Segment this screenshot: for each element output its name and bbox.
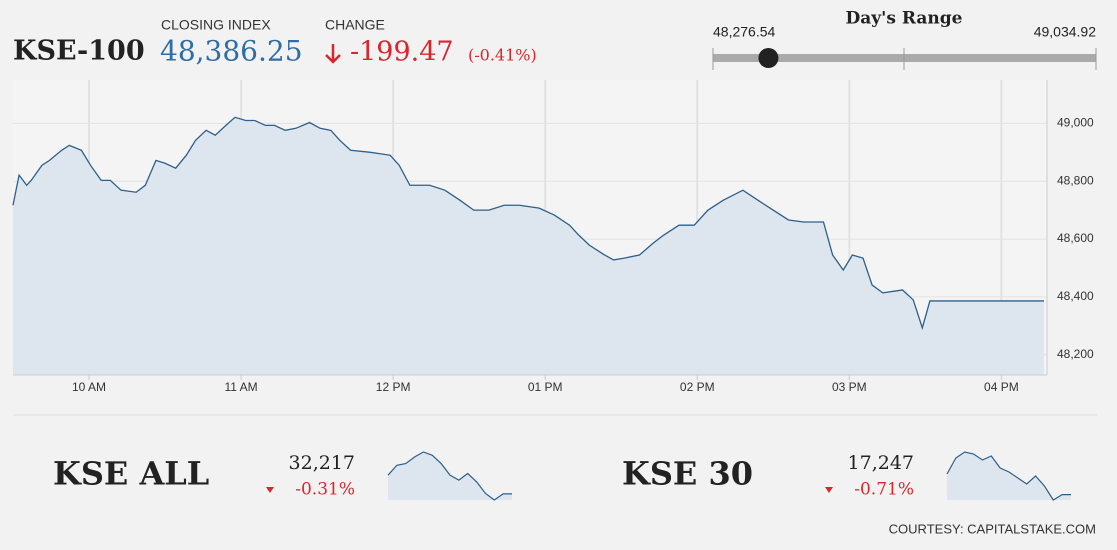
y-tick-label: 48,600 — [1057, 231, 1094, 245]
down-triangle — [266, 487, 274, 493]
area — [13, 117, 1044, 375]
index-title: KSE-100 — [13, 36, 145, 67]
x-tick-label: 03 PM — [832, 380, 867, 394]
y-tick-label: 48,400 — [1057, 289, 1094, 303]
sub-index-title: KSE 30 — [622, 455, 753, 493]
sub-index-title: KSE ALL — [53, 455, 209, 493]
x-tick-label: 04 PM — [984, 380, 1019, 394]
change-pct: (-0.41%) — [468, 46, 537, 65]
x-tick-label: 12 PM — [376, 380, 411, 394]
sub-index-value: 17,247 — [848, 452, 914, 474]
sub-index-change: -0.31% — [295, 480, 355, 500]
closing-title: CLOSING INDEX — [161, 17, 271, 33]
line — [12, 116, 1044, 331]
y-tick-label: 49,000 — [1057, 116, 1094, 130]
closing-value: 48,386.25 — [160, 35, 303, 68]
down-triangle — [825, 487, 833, 493]
range-high: 49,034.92 — [1034, 24, 1096, 40]
range-marker — [758, 48, 779, 68]
sub-index-value: 32,217 — [289, 452, 355, 474]
x-tick-label: 10 AM — [72, 380, 106, 394]
range-low: 48,276.54 — [713, 24, 775, 40]
x-tick-label: 11 AM — [225, 380, 258, 394]
line — [946, 451, 1071, 501]
y-tick-label: 48,800 — [1057, 173, 1094, 187]
change-title: CHANGE — [325, 17, 385, 33]
footer: COURTESY: CAPITALSTAKE.COM — [889, 521, 1096, 536]
x-tick-label: 01 PM — [528, 380, 563, 394]
y-tick-label: 48,200 — [1057, 347, 1094, 361]
change-value: -199.47 — [350, 37, 454, 68]
line — [387, 451, 512, 501]
x-tick-label: 02 PM — [680, 380, 715, 394]
sub-index-change: -0.71% — [854, 480, 914, 500]
range-title: Day's Range — [846, 9, 963, 29]
down-arrow — [325, 44, 341, 64]
area — [947, 452, 1071, 500]
